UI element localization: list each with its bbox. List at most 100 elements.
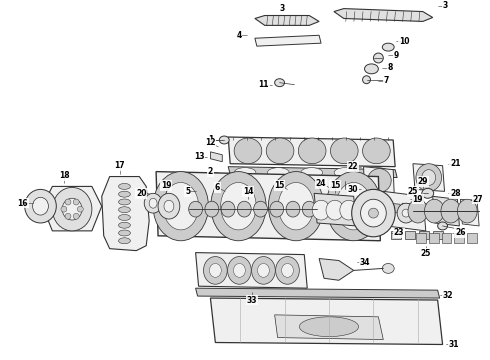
Ellipse shape	[119, 238, 130, 244]
Polygon shape	[210, 152, 222, 162]
Ellipse shape	[251, 257, 275, 284]
Text: 34: 34	[359, 258, 370, 267]
Polygon shape	[467, 233, 477, 243]
Polygon shape	[433, 231, 442, 239]
Ellipse shape	[334, 168, 356, 177]
Ellipse shape	[119, 207, 130, 213]
Ellipse shape	[402, 209, 410, 217]
Ellipse shape	[382, 43, 394, 51]
Ellipse shape	[33, 197, 49, 215]
Ellipse shape	[422, 188, 434, 198]
Polygon shape	[334, 189, 355, 206]
Ellipse shape	[301, 168, 322, 177]
Ellipse shape	[397, 203, 415, 223]
Ellipse shape	[164, 200, 174, 212]
Ellipse shape	[254, 201, 268, 217]
Ellipse shape	[365, 64, 378, 74]
Text: 31: 31	[448, 340, 459, 349]
Ellipse shape	[163, 183, 198, 230]
Polygon shape	[419, 231, 429, 239]
Text: 6: 6	[215, 183, 220, 192]
Text: 33: 33	[246, 296, 257, 305]
Polygon shape	[461, 199, 479, 226]
Ellipse shape	[209, 264, 221, 277]
Ellipse shape	[274, 79, 285, 87]
Ellipse shape	[336, 183, 371, 230]
Ellipse shape	[149, 198, 157, 208]
Ellipse shape	[408, 199, 428, 223]
Polygon shape	[274, 315, 383, 339]
Text: 20: 20	[136, 189, 147, 198]
Text: 27: 27	[473, 195, 484, 204]
Ellipse shape	[77, 206, 83, 212]
Ellipse shape	[276, 257, 299, 284]
Polygon shape	[196, 186, 219, 201]
Text: 25: 25	[408, 187, 418, 196]
Ellipse shape	[422, 170, 436, 185]
Ellipse shape	[368, 208, 378, 218]
Text: 3: 3	[280, 4, 285, 13]
Ellipse shape	[74, 213, 79, 219]
Text: 4: 4	[237, 31, 242, 40]
Ellipse shape	[326, 172, 381, 241]
Ellipse shape	[299, 188, 317, 208]
Ellipse shape	[368, 168, 391, 192]
Polygon shape	[210, 298, 442, 345]
Text: 16: 16	[18, 199, 28, 208]
Polygon shape	[314, 193, 357, 226]
Polygon shape	[383, 192, 426, 231]
Ellipse shape	[457, 199, 477, 223]
Ellipse shape	[203, 257, 227, 284]
Polygon shape	[416, 233, 426, 243]
Ellipse shape	[153, 172, 208, 241]
Text: 7: 7	[384, 76, 389, 85]
Polygon shape	[102, 176, 149, 251]
Polygon shape	[433, 196, 460, 226]
Ellipse shape	[189, 201, 202, 217]
Ellipse shape	[269, 172, 324, 241]
Ellipse shape	[119, 184, 130, 189]
Polygon shape	[319, 258, 354, 280]
Ellipse shape	[233, 264, 245, 277]
Polygon shape	[430, 203, 441, 213]
Ellipse shape	[282, 264, 294, 277]
Text: 2: 2	[208, 167, 213, 176]
Text: 26: 26	[455, 228, 466, 237]
Ellipse shape	[340, 200, 358, 220]
Ellipse shape	[119, 222, 130, 228]
Text: 15: 15	[274, 181, 285, 190]
Text: 12: 12	[205, 139, 216, 148]
Ellipse shape	[234, 138, 262, 164]
Ellipse shape	[74, 199, 79, 205]
Ellipse shape	[424, 199, 444, 223]
Ellipse shape	[302, 201, 316, 217]
Text: 19: 19	[413, 195, 423, 204]
Ellipse shape	[278, 183, 314, 230]
Ellipse shape	[211, 172, 266, 241]
Polygon shape	[255, 35, 321, 46]
Text: 24: 24	[316, 179, 326, 188]
Polygon shape	[43, 186, 102, 231]
Text: 14: 14	[243, 187, 253, 196]
Ellipse shape	[205, 201, 219, 217]
Polygon shape	[334, 9, 433, 22]
Ellipse shape	[266, 138, 294, 164]
Ellipse shape	[226, 186, 238, 202]
Text: 15: 15	[330, 181, 340, 190]
Ellipse shape	[368, 168, 389, 177]
Ellipse shape	[65, 213, 71, 219]
Ellipse shape	[337, 189, 353, 207]
Polygon shape	[255, 15, 319, 26]
Ellipse shape	[65, 199, 71, 205]
Text: 13: 13	[195, 152, 205, 161]
Polygon shape	[388, 203, 400, 213]
Ellipse shape	[330, 138, 358, 164]
Text: 17: 17	[114, 161, 125, 170]
Ellipse shape	[382, 264, 394, 273]
Ellipse shape	[361, 199, 386, 227]
Polygon shape	[364, 167, 394, 193]
Ellipse shape	[220, 136, 229, 144]
Ellipse shape	[234, 168, 256, 177]
Text: 23: 23	[394, 228, 404, 237]
Text: 30: 30	[347, 185, 358, 194]
